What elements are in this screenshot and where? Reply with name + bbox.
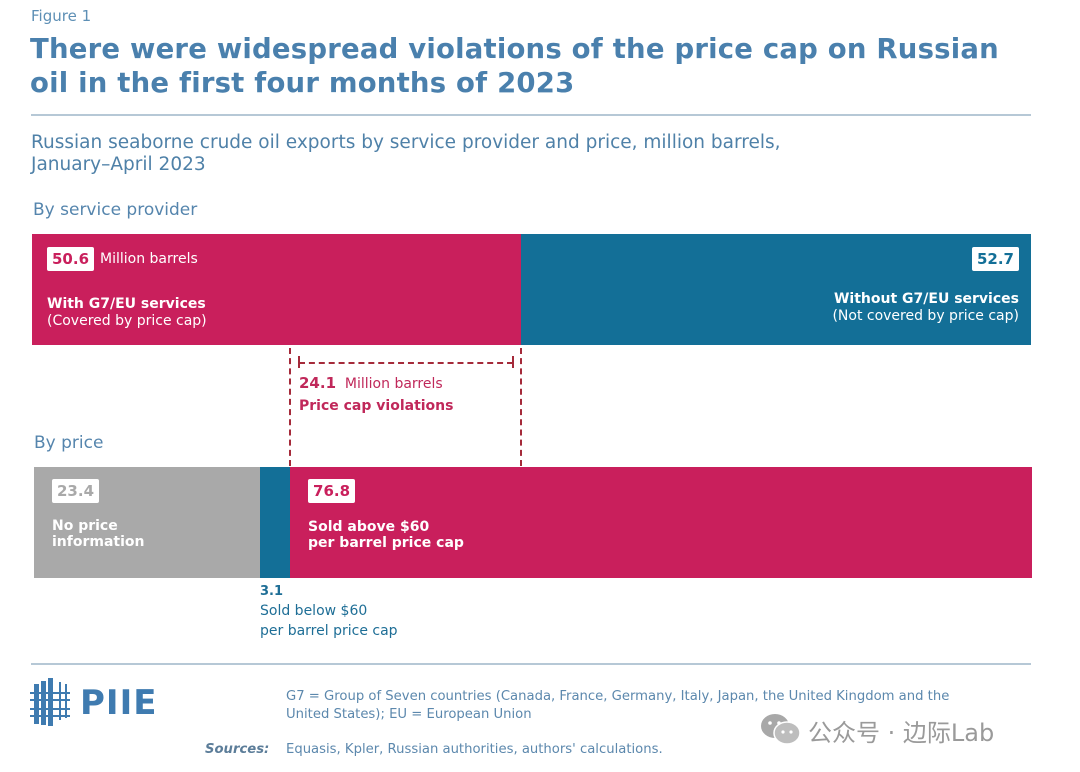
sold-below-value: 3.1 [260, 584, 284, 599]
piie-logo-text: PIIE [80, 683, 158, 723]
bar-segment-without-g7-eu-services: 52.7 Without G7/EU services (Not covered… [521, 234, 1031, 345]
segment-label-sold-above: Sold above $60 per barrel price cap [308, 519, 464, 551]
segment-label-without-g7: Without G7/EU services (Not covered by p… [832, 291, 1019, 325]
value-label-23-4: 23.4 [52, 479, 100, 503]
violation-value-suffix: Million barrels [344, 376, 443, 392]
segment-name: Without G7/EU services [833, 291, 1019, 307]
bar-segment-sold-below-cap [260, 467, 290, 578]
footnote-line-1: G7 = Group of Seven countries (Canada, F… [286, 689, 950, 704]
sold-below-line-1: Sold below $60 [260, 603, 368, 619]
section-title-by-price: By price [34, 433, 104, 453]
wechat-icon [761, 714, 801, 745]
segment-name-line-1: Sold above $60 [308, 519, 430, 535]
piie-logo-icon [30, 678, 70, 726]
segment-name-line-2: information [52, 534, 145, 550]
violation-right-dashed-line [520, 348, 522, 466]
value-label-50-6: 50.6 [47, 247, 95, 271]
segment-name-line-1: No price [52, 518, 118, 534]
chart-subtitle: Russian seaborne crude oil exports by se… [31, 132, 1031, 176]
sources-label: Sources: [205, 742, 270, 757]
violation-left-dashed-line [289, 348, 291, 466]
segment-label-no-price: No price information [52, 518, 145, 550]
sources-text: Equasis, Kpler, Russian authorities, aut… [286, 742, 663, 757]
value-label-52-7: 52.7 [971, 247, 1019, 271]
footnote-line-2: United States); EU = European Union [286, 707, 532, 722]
violation-label: Price cap violations [299, 398, 454, 414]
bar-segment-sold-above-cap: 76.8 Sold above $60 per barrel price cap [290, 467, 1032, 578]
service-provider-bar: 50.6 Million barrels With G7/EU services… [32, 234, 1031, 345]
violation-annotation: 24.1 Million barrels Price cap violation… [299, 372, 453, 417]
footer-divider [31, 663, 1031, 665]
violation-bracket-line [299, 362, 513, 364]
segment-name: With G7/EU services [47, 296, 206, 312]
value-suffix-label: Million barrels [100, 251, 198, 267]
sold-below-line-2: per barrel price cap [260, 623, 398, 639]
segment-note: (Not covered by price cap) [832, 308, 1019, 324]
segment-label-with-g7: With G7/EU services (Covered by price ca… [47, 296, 207, 330]
bar-segment-with-g7-eu-services: 50.6 Million barrels With G7/EU services… [32, 234, 522, 345]
subtitle-line-1: Russian seaborne crude oil exports by se… [31, 132, 781, 153]
segment-note: (Covered by price cap) [47, 313, 207, 329]
chart-title: There were widespread violations of the … [30, 33, 999, 99]
bracket-tick-left [298, 356, 300, 368]
subtitle-line-2: January–April 2023 [31, 154, 206, 175]
footnote: G7 = Group of Seven countries (Canada, F… [286, 688, 949, 724]
sold-below-annotation: 3.1 Sold below $60 per barrel price cap [260, 583, 398, 641]
segment-name-line-2: per barrel price cap [308, 535, 464, 551]
title-divider [31, 114, 1031, 116]
section-title-service-provider: By service provider [33, 200, 198, 220]
bar-segment-no-price-information: 23.4 No price information [34, 467, 261, 578]
price-bar: 23.4 No price information 76.8 Sold abov… [34, 467, 1032, 578]
bracket-tick-right [512, 356, 514, 368]
figure-label: Figure 1 [31, 7, 92, 25]
violation-value: 24.1 [299, 374, 337, 392]
value-label-76-8: 76.8 [308, 479, 356, 503]
watermark-text: 公众号 · 边际Lab [808, 719, 995, 747]
